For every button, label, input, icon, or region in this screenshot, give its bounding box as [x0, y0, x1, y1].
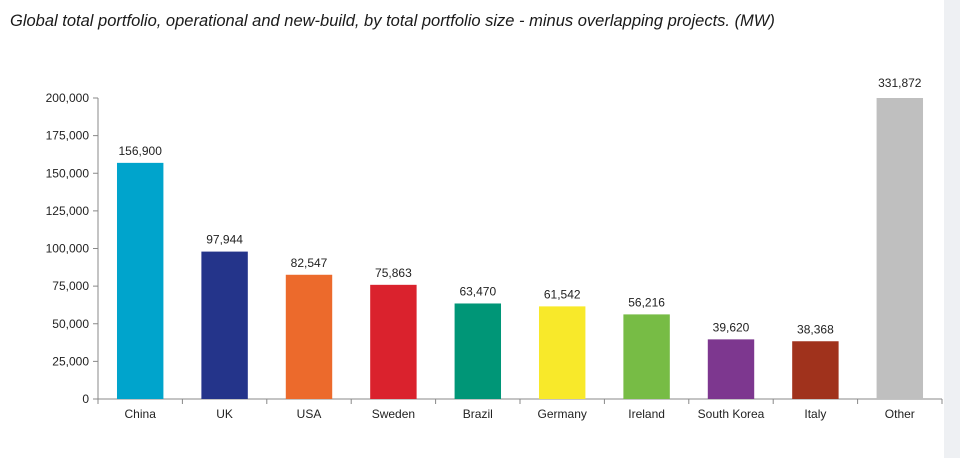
x-tick-label: South Korea — [698, 407, 765, 421]
x-tick-label: Germany — [538, 407, 587, 421]
y-tick-label: 125,000 — [46, 204, 90, 218]
bar-uk — [201, 251, 248, 399]
bar-usa — [285, 274, 333, 399]
y-tick-label: 100,000 — [46, 242, 90, 256]
chart-title: Global total portfolio, operational and … — [10, 12, 775, 30]
scroll-edge — [944, 0, 960, 458]
x-tick-label: China — [125, 407, 157, 421]
x-tick-label: UK — [216, 407, 233, 421]
data-label: 97,944 — [206, 233, 243, 247]
data-label: 38,368 — [797, 322, 834, 336]
bar-south-korea — [707, 339, 755, 399]
data-label: 82,547 — [291, 256, 328, 270]
x-tick-label: Brazil — [463, 407, 493, 421]
data-label: 75,863 — [375, 266, 412, 280]
bar-brazil — [454, 303, 502, 399]
bar-other — [876, 98, 924, 399]
y-tick-label: 200,000 — [46, 91, 90, 105]
bar-sweden — [370, 284, 417, 399]
y-tick-label: 175,000 — [46, 129, 90, 143]
y-tick-label: 50,000 — [52, 317, 89, 331]
data-label: 39,620 — [713, 320, 750, 334]
data-label: 63,470 — [459, 284, 496, 298]
bar-china — [116, 162, 164, 399]
y-tick-label: 0 — [82, 392, 89, 406]
bar-italy — [792, 341, 839, 399]
x-tick-label: Sweden — [372, 407, 415, 421]
x-tick-label: Ireland — [628, 407, 665, 421]
data-label: 61,542 — [544, 287, 581, 301]
data-label: 331,872 — [878, 76, 922, 90]
y-tick-label: 25,000 — [52, 354, 89, 368]
data-label: 156,900 — [119, 144, 163, 158]
x-tick-label: Italy — [804, 407, 826, 421]
y-tick-label: 75,000 — [52, 279, 89, 293]
bar-germany — [538, 306, 586, 399]
data-label: 56,216 — [628, 295, 665, 309]
x-tick-label: Other — [885, 407, 915, 421]
bar-ireland — [623, 314, 670, 399]
y-tick-label: 150,000 — [46, 166, 90, 180]
x-tick-label: USA — [297, 407, 322, 421]
